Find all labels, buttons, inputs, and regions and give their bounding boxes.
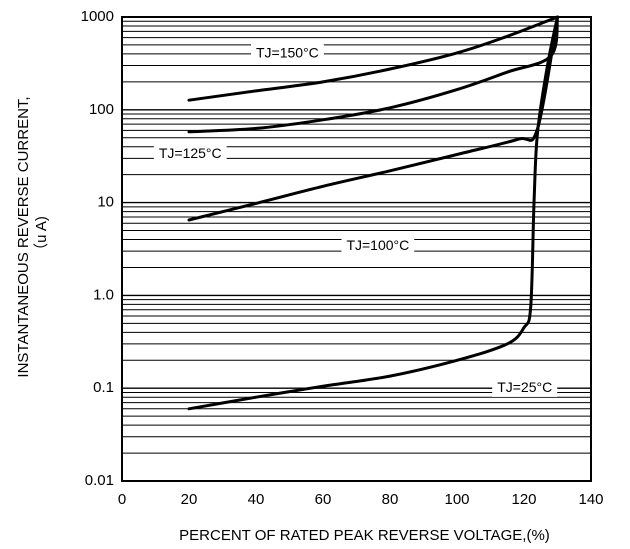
y-tick-label: 0.1 (93, 379, 114, 396)
series-label: TJ=100°C (341, 234, 415, 255)
y-tick-label: 0.01 (85, 472, 114, 489)
plot-frame (121, 16, 592, 482)
series-label-background (251, 42, 324, 63)
curves (187, 15, 559, 411)
series-label: TJ=150°C (251, 42, 324, 63)
y-axis-unit: （u A) (33, 216, 50, 258)
y-tick-labels: 0.01 0.1 1.0 10 100 1000 (81, 8, 114, 489)
y-tick-label: 1.0 (93, 286, 114, 303)
series-label-background (341, 234, 415, 255)
x-tick-label: 100 (444, 491, 469, 508)
y-tick-label: 1000 (81, 8, 114, 25)
series-label-text: TJ=25°C (497, 379, 552, 395)
curve-tj-125-c (187, 15, 559, 134)
x-tick-label: 40 (248, 491, 265, 508)
x-tick-label: 0 (118, 491, 126, 508)
series-label-background (153, 143, 227, 164)
series-label-text: TJ=125°C (159, 145, 222, 161)
x-tick-label: 20 (181, 491, 198, 508)
x-tick-label: 80 (382, 491, 399, 508)
y-tick-label: 10 (97, 194, 114, 211)
series-label-background (492, 376, 558, 397)
series-label-text: TJ=100°C (346, 237, 409, 253)
x-tick-label: 140 (578, 491, 603, 508)
grid (122, 20, 591, 482)
curve-tj-25-c (187, 15, 559, 411)
x-axis-title: PERCENT OF RATED PEAK REVERSE VOLTAGE,(%… (179, 527, 550, 544)
x-tick-label: 60 (315, 491, 332, 508)
y-axis-title: INSTANTANEOUS REVERSE CURRENT, (15, 96, 32, 377)
x-tick-labels: 0 20 40 60 80 100 120 140 (118, 491, 604, 508)
series-label: TJ=125°C (153, 143, 227, 164)
series-label: TJ=25°C (492, 376, 558, 397)
y-tick-label: 100 (89, 101, 114, 118)
x-tick-label: 120 (511, 491, 536, 508)
series-label-text: TJ=150°C (256, 45, 319, 61)
series-labels: TJ=150°C TJ=125°C TJ=100°C TJ=25°C (153, 42, 558, 397)
curve-tj-150-c (187, 15, 559, 102)
